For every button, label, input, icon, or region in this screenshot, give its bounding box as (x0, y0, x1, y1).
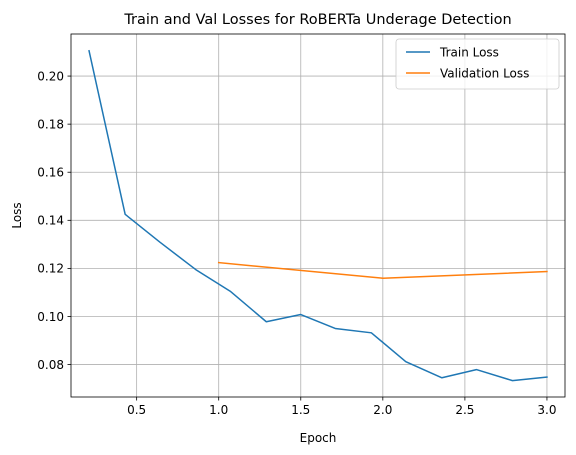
x-tick-label: 0.5 (127, 403, 146, 417)
x-axis-label: Epoch (300, 431, 337, 445)
y-tick-label: 0.12 (37, 262, 64, 276)
y-tick-label: 0.16 (37, 166, 64, 180)
series-line-validation-loss (217, 261, 548, 279)
y-tick-label: 0.14 (37, 214, 64, 228)
x-axis-ticks: 0.5 1.0 1.5 2.0 2.5 3.0 (127, 397, 556, 417)
y-tick-label: 0.10 (37, 310, 64, 324)
x-tick-label: 3.0 (537, 403, 556, 417)
y-tick-label: 0.08 (37, 358, 64, 372)
plot-frame (70, 33, 566, 398)
x-tick-label: 2.5 (455, 403, 474, 417)
x-tick-label: 1.0 (209, 403, 228, 417)
series-line-train-loss (88, 49, 548, 382)
legend-box (395, 38, 560, 90)
x-tick-label: 1.5 (291, 403, 310, 417)
y-axis-ticks: 0.08 0.10 0.12 0.14 0.16 0.18 0.20 (37, 69, 71, 372)
legend-label-validation-loss: Validation Loss (440, 66, 529, 80)
legend-label-train-loss: Train Loss (439, 45, 499, 59)
chart-title: Train and Val Losses for RoBERTa Underag… (123, 12, 511, 28)
y-tick-label: 0.20 (37, 69, 64, 83)
x-tick-label: 2.0 (373, 403, 392, 417)
plot-series (88, 49, 548, 382)
y-axis-label: Loss (10, 202, 24, 228)
legend: Train Loss Validation Loss (395, 38, 560, 90)
y-tick-label: 0.18 (37, 117, 64, 131)
